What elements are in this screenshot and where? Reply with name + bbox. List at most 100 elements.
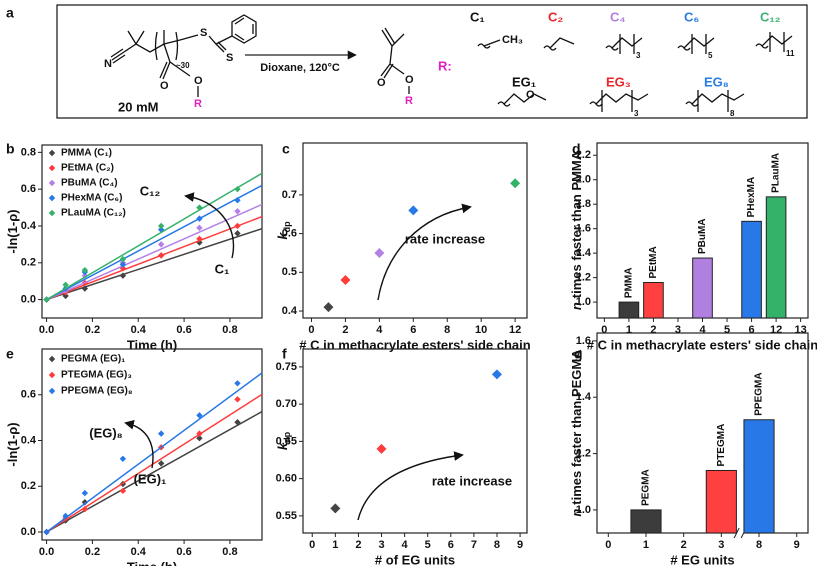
alkyl-name: C₂ [548, 9, 563, 24]
y-axis-label-text: times faster than PMMA [569, 150, 584, 298]
legend-marker [48, 387, 56, 395]
y-axis-label: -ln(1-ρ) [5, 209, 20, 253]
y-axis-label: -ln(1-ρ) [5, 422, 20, 466]
y-tick-label: 0.8 [21, 146, 36, 158]
y-tick-label: 0.6 [21, 389, 36, 401]
fit-line [46, 227, 263, 301]
plot-frame [41, 144, 263, 319]
data-point [234, 396, 241, 403]
data-point [157, 430, 165, 437]
repeat-count: 3 [634, 109, 639, 118]
y-tick-label: 0.55 [276, 510, 297, 522]
bar [705, 469, 737, 534]
y-tick-label: 2.2 [576, 149, 591, 161]
data-point [491, 369, 502, 380]
panel-label: d [572, 141, 581, 157]
x-tick-label: 1 [332, 539, 338, 551]
y-axis-label: kdp [275, 221, 292, 240]
scheme: a N O O S S ~30 R 20 mM Dioxane, 120°C O… [6, 4, 808, 119]
y-tick-label: 0.70 [276, 398, 297, 410]
y-tick-label: 0.0 [21, 294, 36, 306]
legend-label: PEtMA (C₂) [61, 163, 114, 174]
repeat-count: 5 [708, 51, 713, 60]
data-point [81, 489, 89, 497]
y-axis-label-italic: n [569, 302, 584, 310]
x-tick-label: 13 [795, 324, 807, 336]
fit-line [46, 372, 263, 533]
y-axis-label-sub: dp [282, 221, 292, 232]
x-axis-label: # of EG units [375, 552, 455, 566]
y-tick-label: 0.2 [21, 480, 36, 492]
x-tick-label: 12 [509, 324, 521, 336]
data-point [81, 505, 89, 513]
x-tick-label: 9 [517, 539, 523, 551]
bar-label: PHexMA [746, 177, 757, 218]
atom-label: O [526, 89, 535, 101]
x-tick-label: 5 [724, 324, 730, 336]
data-point [62, 281, 69, 289]
x-tick-label: 8 [494, 539, 500, 551]
data-point [323, 302, 334, 313]
data-point [196, 235, 203, 243]
x-tick-label: 4 [699, 324, 706, 336]
eg-name: EG₈ [704, 74, 729, 89]
y-tick-label: 1.6 [576, 335, 591, 347]
data-point [376, 443, 387, 454]
y-tick-label: 0.65 [276, 435, 297, 447]
y-axis-label-text: k [275, 232, 290, 240]
x-tick-label: 2 [681, 539, 687, 551]
repeat-count: 11 [786, 49, 795, 58]
x-tick-label: 2 [355, 539, 361, 551]
y-axis-label: n times faster than PMMA [569, 150, 584, 310]
data-point [196, 430, 203, 437]
repeat-count: 8 [730, 109, 735, 118]
y-tick-label: 0.2 [21, 257, 36, 269]
data-point [81, 499, 89, 506]
bar [643, 282, 664, 319]
repeat-count: 3 [636, 51, 641, 60]
y-tick-label: 1.6 [576, 223, 591, 235]
x-tick-label: 10 [475, 324, 487, 336]
fit-line [46, 203, 263, 301]
y-tick-label: 1.2 [576, 447, 591, 459]
bar-label: PLauMA [771, 153, 782, 193]
legend-label: PLauMA (C₁₂) [61, 208, 126, 219]
data-point [157, 222, 165, 230]
x-tick-label: 6 [749, 324, 755, 336]
bar-label: PBuMA [697, 218, 708, 254]
data-point [81, 285, 89, 292]
bar-label: PEGMA [641, 469, 652, 506]
alkyl-name: C₆ [684, 9, 699, 24]
annotation: rate increase [405, 231, 485, 246]
x-tick-label: 3 [718, 539, 724, 551]
bar [741, 220, 762, 319]
legend-marker [48, 179, 56, 187]
x-tick-label: 0.6 [176, 324, 191, 336]
legend-label: PMMA (C₁) [61, 148, 112, 159]
data-point [157, 252, 165, 259]
r-group: R [405, 95, 413, 107]
bar [618, 301, 640, 319]
panel-label: f [282, 346, 287, 362]
product-skeleton [380, 27, 410, 94]
atom-label: O [194, 75, 203, 87]
group-label: CH₃ [502, 34, 523, 46]
data-point [43, 296, 50, 303]
legend-label: PBuMA (C₄) [61, 178, 118, 189]
y-axis-label-text: -ln(1-ρ) [5, 209, 20, 253]
x-tick-label: 5 [425, 539, 431, 551]
atom-label: O [377, 77, 386, 89]
data-point [196, 412, 203, 419]
atom-label: O [160, 80, 169, 92]
y-tick-label: 1.4 [576, 247, 592, 259]
x-tick-label: 0.0 [39, 546, 54, 558]
data-point [62, 292, 69, 300]
data-point [330, 503, 341, 514]
atom-label: S [226, 52, 233, 64]
y-tick-label: 0.4 [21, 220, 37, 232]
data-point [234, 197, 241, 204]
x-tick-label: 12 [770, 324, 782, 336]
data-point [510, 178, 521, 189]
data-point [340, 275, 351, 286]
data-point [62, 512, 69, 520]
